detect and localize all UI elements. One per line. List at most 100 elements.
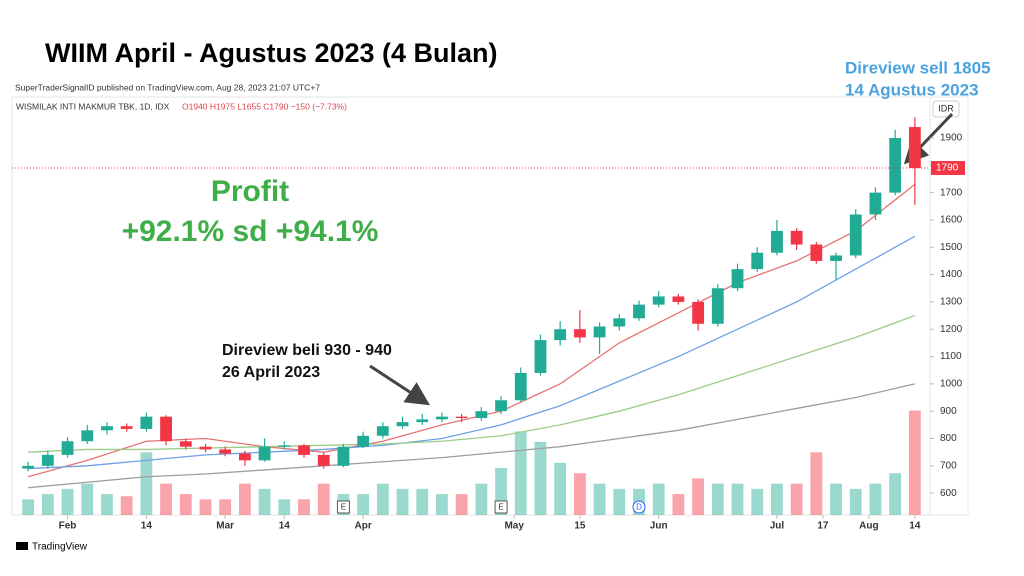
chart-title: WIIM April - Agustus 2023 (4 Bulan) [45,38,498,68]
moving-average [28,235,916,470]
candle-body [593,326,606,338]
y-tick-label: 1900 [940,133,963,144]
plot-frame [11,96,969,516]
source: SuperTraderSignalID published on Trading… [15,82,320,92]
volume-bar [41,494,54,515]
x-tick-label: 15 [574,521,586,532]
volume-bar [908,410,921,515]
candle-body [790,230,803,245]
moving-average [28,383,916,489]
volume-bar [613,488,626,515]
candle-body [199,446,212,450]
volume-bar [396,488,409,515]
candle-body [337,446,350,466]
candle-body [219,449,232,454]
event-marker [632,500,646,514]
volume-bar [179,494,192,515]
annotation: 26 April 2023 [222,364,320,381]
candle-body [830,255,842,261]
candle-body [455,416,468,419]
annotation: Direview beli 930 - 940 [222,342,392,359]
annotation: Profit [211,175,289,208]
candle-body [672,296,685,302]
annotation: +92.1% sd +94.1% [122,215,379,248]
y-tick-label: 1600 [940,215,963,226]
candle-body [573,329,586,338]
volume-bar [22,499,35,515]
y-tick-label: 1300 [940,297,963,308]
volume-bar [771,483,783,515]
volume-bar [376,483,389,515]
volume-bar [199,499,212,515]
moving-average [27,183,916,478]
volume-bar [475,483,488,515]
candle-body [238,453,251,461]
volume-bar [711,483,724,515]
candle-body [652,296,665,305]
event-label: D [636,503,642,512]
candle-body [869,192,882,215]
volume-bar [810,452,823,515]
y-tick-label: 900 [940,406,957,417]
y-tick-label: 800 [940,433,957,444]
candle-body [495,400,507,412]
candle-body [810,244,823,261]
candle-body [534,340,547,373]
x-tick-label: Feb [59,521,77,532]
y-tick-label: 1400 [940,269,963,280]
volume-bar [514,431,527,515]
y-tick-label: 700 [940,460,957,471]
candle-body [357,435,370,447]
volume-bar [593,483,606,515]
candle-body [22,465,35,469]
volume-bar [869,483,882,515]
x-tick-label: Jul [770,521,785,532]
volume-bar [830,483,842,515]
y-tick-label: 1700 [940,187,963,198]
candle-body [731,269,744,289]
y-tick-label: 1500 [940,242,963,253]
annotation: Direview sell 1805 [845,58,991,77]
volume-bar [436,494,448,515]
candle-body [475,411,488,419]
event-marker [494,500,508,514]
annotation: 14 Agustus 2023 [845,80,979,99]
candle-body [889,137,902,193]
volume-bar [357,494,370,515]
volume-bar [672,494,685,515]
volume-bar [573,473,586,515]
candle-body [179,441,192,447]
y-tick-label: 1200 [940,324,963,335]
last-price-label: 1790 [936,163,959,174]
x-tick-label: 14 [279,521,291,532]
candle-body [258,446,271,461]
volume-bar [849,488,862,515]
event-label: E [498,503,503,512]
candle-body [633,304,645,319]
candle-body [416,419,429,423]
volume-bar [731,483,744,515]
candle-body [751,252,764,270]
ohlc: O1940 H1975 L1655 C1790 −150 (−7.73%) [182,101,347,111]
currency: IDR [938,103,954,113]
volume-bar [238,483,251,515]
volume-bar [120,496,133,515]
event-label: E [341,503,346,512]
volume-bar [554,462,567,515]
candle-body [771,230,783,253]
buy-arrow [369,364,431,406]
candle-body [849,214,862,256]
volume-bar [219,499,232,515]
volume-bar [61,488,74,515]
volume-bar [258,488,271,515]
brand-logo [16,542,28,550]
volume-bar [278,499,291,515]
y-tick-label: 1000 [940,379,963,390]
volume-bar [790,483,803,515]
candle-body [61,441,74,455]
volume-bar [692,478,705,515]
x-tick-label: Mar [216,521,234,532]
candle-body [120,426,133,429]
x-tick-label: Aug [859,521,878,532]
